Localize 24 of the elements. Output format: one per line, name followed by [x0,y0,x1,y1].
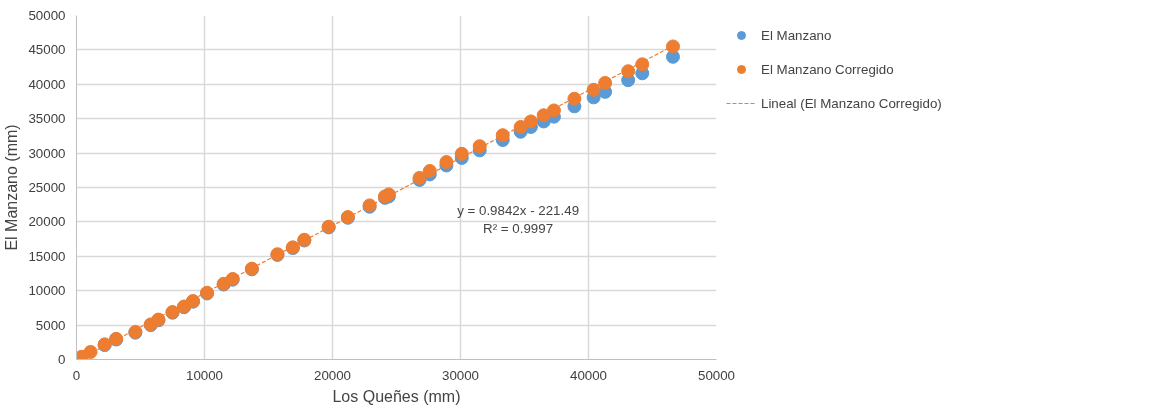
y-tick-label: 0 [58,352,66,367]
legend-label: El Manzano Corregido [761,61,894,77]
y-tick-label: 35000 [28,111,66,127]
annotation: y = 0.9842x - 221.49 [457,203,580,219]
x-tick-label: 50000 [697,367,736,383]
y-tick-label: 40000 [28,76,66,92]
y-tick-label: 45000 [28,42,66,58]
x-tick-label: 20000 [313,367,352,383]
y-tick-label: 50000 [28,8,66,23]
legend-label: Lineal (El Manzano Corregido) [761,95,942,111]
x-tick-label: 0 [72,367,81,383]
legend-label: El Manzano [761,27,832,43]
annotation: R² = 0.9997 [483,221,554,237]
x-tick-label: 30000 [441,367,480,383]
y-axis-title: El Manzano (mm) [3,124,21,251]
y-tick-label: 5000 [35,317,66,333]
y-tick-label: 25000 [28,180,66,195]
y-tick-label: 20000 [28,214,66,230]
x-tick-label: 40000 [569,367,608,383]
y-tick-label: 30000 [28,145,66,161]
x-tick-label: 10000 [185,367,224,383]
y-tick-label: 15000 [28,248,66,264]
y-tick-label: 10000 [28,283,66,299]
x-axis-title: Los Queñes (mm) [332,387,461,405]
